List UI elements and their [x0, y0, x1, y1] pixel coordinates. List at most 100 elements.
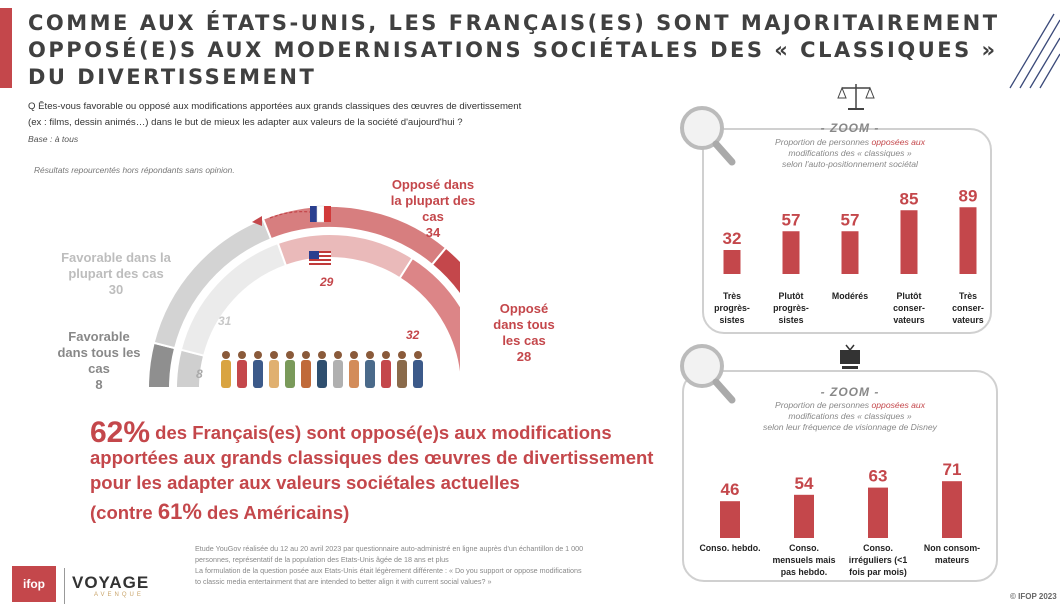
question-text: Q Êtes-vous favorable ou opposé aux modi…	[28, 99, 588, 131]
category-label-line: Très	[958, 291, 978, 301]
zoom-panel-1	[702, 128, 992, 334]
person-body	[397, 360, 407, 388]
person-body	[285, 360, 295, 388]
title-accent-bar	[0, 8, 12, 88]
us-val-opp-all: 32	[406, 328, 420, 342]
donut-fr-opp-all	[430, 246, 460, 297]
bar	[942, 481, 962, 538]
france-flag-icon	[310, 205, 331, 223]
zoom-2-heading: - ZOOM -	[820, 385, 880, 399]
us-flag-icon	[309, 251, 331, 266]
category-label-line: Modérés	[831, 291, 869, 301]
category-label-line: progrès-	[714, 303, 750, 313]
bar-value-label: 63	[869, 467, 888, 486]
zoom-1-subtitle: Proportion de personnes opposées aux mod…	[774, 137, 926, 169]
voyage-logo: VOYAGE	[72, 573, 150, 592]
category-label: Conso. irréguliers (<1 fois par mois)	[838, 542, 918, 578]
person-body	[349, 360, 359, 388]
arrow-head	[252, 216, 262, 226]
category-label-line: conser-	[952, 303, 984, 313]
person-head	[334, 351, 342, 359]
person-head	[382, 351, 390, 359]
tv-icon	[840, 344, 860, 369]
bar-value-label: 71	[943, 460, 962, 479]
category-label-line: fois par mois)	[849, 567, 907, 577]
bar-value-label: 85	[900, 189, 919, 208]
logo-divider	[64, 568, 65, 604]
bar-value-label: 54	[795, 474, 814, 493]
person-head	[318, 351, 326, 359]
bar	[959, 207, 977, 274]
person-head	[238, 351, 246, 359]
person-body	[365, 360, 375, 388]
category-label-line: Très	[722, 291, 742, 301]
person-head	[398, 351, 406, 359]
category-label: Plutôt conser-vateurs	[869, 290, 949, 326]
page-title: COMME AUX ÉTATS-UNIS, LES FRANÇAIS(ES) S…	[28, 11, 1000, 89]
source-note: Etude YouGov réalisée du 12 au 20 avril …	[195, 544, 584, 586]
person-body	[317, 360, 327, 388]
headline-pct: 62%	[90, 416, 151, 449]
person-head	[286, 351, 294, 359]
person-head	[222, 351, 230, 359]
donut-france-ring	[146, 205, 460, 389]
category-label-line: Conso.	[863, 543, 893, 553]
label-opp-most: Opposé dans la plupart des cas 34	[390, 177, 476, 240]
category-label-line: sistes	[778, 315, 804, 325]
category-label-line: mateurs	[934, 555, 970, 565]
label-fav-most: Favorable dans la plupart des cas 30	[61, 250, 171, 297]
voyage-logo-sub: AVENQUE	[94, 592, 144, 598]
person-head	[270, 351, 278, 359]
category-label: Modérés	[810, 290, 890, 302]
method-note: Résultats repourcentés hors répondants s…	[34, 165, 235, 175]
label-opp-all: Opposé dans tous les cas 28	[493, 301, 555, 364]
decorative-stripes	[1009, 13, 1060, 89]
bar-value-label: 32	[723, 229, 742, 248]
person-body	[381, 360, 391, 388]
us-val-fav-all: 8	[196, 367, 203, 381]
scales-icon	[837, 84, 875, 110]
category-label: Plutôt progrès-sistes	[751, 290, 831, 326]
category-label-line: Conso.	[789, 543, 819, 553]
bar	[720, 501, 740, 538]
people-illustration	[221, 351, 423, 388]
us-val-fav-most: 31	[218, 314, 232, 328]
person-head	[414, 351, 422, 359]
person-body	[221, 360, 231, 388]
category-label: Conso. hebdo.	[690, 542, 770, 554]
category-label-line: Plutôt	[778, 291, 804, 301]
ifop-logo: ifop	[12, 566, 56, 602]
arrow-line	[269, 210, 311, 219]
donut-us-ring	[174, 233, 460, 389]
zoom-2-subtitle: Proportion de personnes opposées aux mod…	[763, 400, 937, 432]
headline: 62% des Français(es) sont opposé(e)s aux…	[90, 416, 654, 525]
person-body	[269, 360, 279, 388]
zoom-1-categories: Très progrès-sistes Plutôt progrès-sistes Mo…	[702, 290, 988, 330]
category-label: Conso. mensuels mais pas hebdo.	[764, 542, 844, 578]
bar	[723, 250, 741, 274]
bar	[868, 487, 888, 538]
zoom-1-bar-chart: 32 57 57 85 89	[723, 186, 978, 274]
category-label: Très conser-vateurs	[928, 290, 1008, 326]
semi-donut-chart	[146, 205, 460, 389]
bar-value-label: 46	[721, 480, 740, 499]
category-label-line: mensuels mais	[772, 555, 836, 565]
person-head	[366, 351, 374, 359]
category-label-line: Non consom-	[923, 543, 981, 553]
magnifier-icon-2	[680, 344, 736, 404]
bar	[841, 231, 859, 274]
category-label-line: conser-	[893, 303, 925, 313]
magnifier-icon	[680, 106, 736, 166]
question-line-1: Q Êtes-vous favorable ou opposé aux modi…	[28, 101, 522, 112]
bar-value-label: 89	[959, 186, 978, 205]
zoom-2-bar-chart: 46 54 63 71	[720, 460, 962, 538]
bar	[900, 210, 918, 274]
donut-us-opp-all	[398, 256, 460, 389]
label-fav-all: Favorable dans tous les cas 8	[57, 329, 141, 392]
category-label-line: sistes	[719, 315, 745, 325]
category-label: Non consom-mateurs	[912, 542, 992, 566]
category-label-line: vateurs	[893, 315, 925, 325]
person-body	[333, 360, 343, 388]
person-body	[301, 360, 311, 388]
category-label-line: Conso. hebdo.	[699, 543, 761, 553]
